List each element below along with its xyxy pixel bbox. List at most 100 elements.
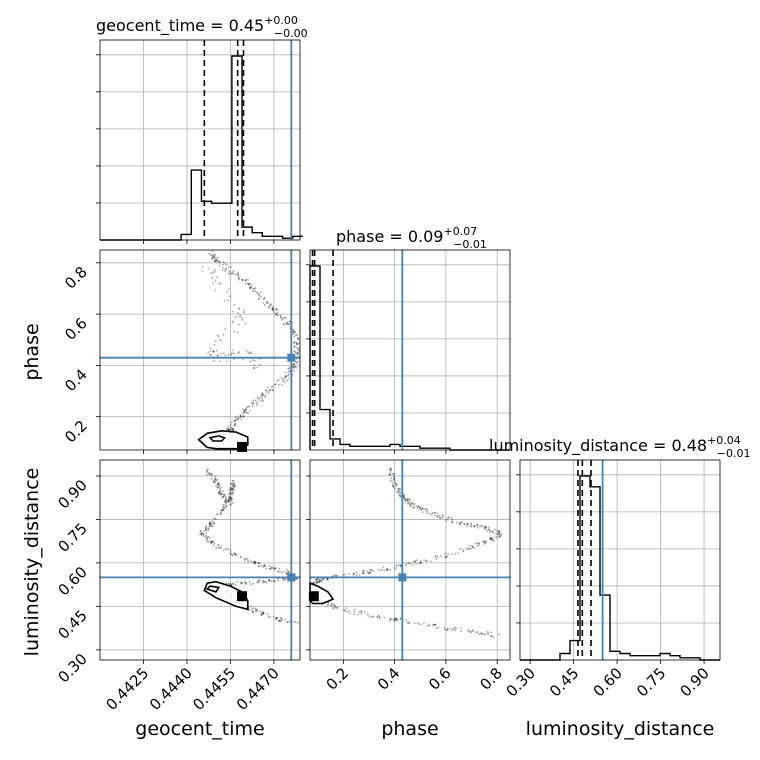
scatter-point (276, 380, 279, 382)
scatter-point (268, 580, 270, 582)
scatter-point (230, 272, 233, 275)
scatter-point (202, 533, 205, 535)
scatter-point (286, 379, 288, 382)
scatter-point (470, 522, 473, 525)
scatter-point (488, 528, 490, 531)
scatter-point (226, 291, 229, 294)
scatter-point (231, 493, 234, 496)
scatter-point (430, 513, 433, 516)
scatter-point (275, 616, 278, 619)
scatter-point (498, 532, 501, 535)
scatter-point (227, 266, 230, 269)
scatter-point (240, 418, 243, 421)
scatter-point (212, 541, 215, 543)
scatter-point (209, 353, 212, 356)
scatter-point (334, 606, 337, 609)
histogram-geocent_time (100, 55, 303, 241)
scatter-point (327, 603, 330, 606)
scatter-point (404, 498, 407, 501)
scatter-point (487, 631, 489, 634)
scatter-point (393, 475, 395, 478)
scatter-point (237, 276, 240, 279)
scatter-point (393, 481, 396, 483)
scatter-point (254, 562, 257, 564)
scatter-point (209, 524, 212, 527)
panel-frame (99, 249, 301, 451)
scatter-point (293, 330, 296, 333)
scatter-point (450, 520, 453, 522)
scatter-point (434, 556, 437, 558)
scatter-point (210, 541, 212, 544)
scatter-point (487, 633, 489, 636)
scatter-point (225, 360, 228, 363)
scatter-point (412, 507, 414, 509)
scatter-point (433, 623, 435, 626)
scatter-point (251, 289, 254, 291)
scatter-point (473, 547, 476, 550)
scatter-point (292, 367, 295, 369)
scatter-point (257, 298, 260, 301)
scatter-point (285, 621, 288, 624)
x-tick-label: 0.2 (323, 664, 353, 694)
scatter-point (261, 393, 264, 396)
scatter-point (233, 316, 236, 319)
scatter-point (483, 526, 485, 529)
scatter-point (229, 496, 232, 499)
scatter-point (417, 505, 420, 507)
scatter-point (224, 500, 227, 503)
scatter-point (471, 546, 474, 549)
scatter-point (386, 568, 388, 571)
scatter-point (210, 523, 213, 526)
scatter-point (248, 282, 251, 285)
scatter-point (397, 487, 400, 490)
scatter-point (390, 477, 393, 480)
scatter-point (240, 581, 243, 584)
scatter-point (231, 479, 234, 482)
scatter-point (211, 256, 214, 259)
scatter-point (441, 516, 444, 519)
scatter-point (224, 501, 227, 504)
scatter-point (468, 548, 470, 550)
scatter-point (220, 509, 223, 511)
scatter-point (243, 409, 246, 412)
scatter-point (451, 518, 454, 520)
scatter-point (256, 396, 259, 399)
scatter-point (386, 568, 389, 571)
scatter-point (466, 523, 468, 526)
scatter-point (231, 487, 234, 490)
scatter-point (251, 405, 254, 407)
scatter-point (393, 479, 396, 482)
scatter-point (217, 544, 220, 547)
scatter-point (295, 343, 298, 345)
scatter-point (264, 565, 266, 567)
scatter-point (246, 282, 248, 285)
scatter-point (489, 536, 492, 539)
scatter-point (393, 566, 396, 569)
scatter-point (225, 505, 228, 508)
scatter-point (254, 563, 256, 565)
scatter-point (248, 283, 251, 286)
scatter-point (267, 616, 270, 618)
scatter-point (489, 531, 491, 534)
injection-marker (287, 573, 296, 582)
scatter-point (211, 258, 214, 260)
scatter-point (208, 523, 211, 526)
scatter-point (344, 573, 346, 576)
scatter-point (212, 517, 215, 519)
scatter-point (392, 485, 394, 487)
scatter-point (249, 409, 251, 412)
scatter-point (247, 559, 250, 561)
scatter-point (219, 490, 222, 493)
scatter-point (233, 483, 236, 486)
scatter-point (250, 284, 253, 286)
scatter-point (262, 611, 264, 613)
scatter-point (252, 611, 255, 614)
scatter-point (213, 257, 216, 260)
scatter-point (399, 617, 402, 620)
scatter-point (367, 615, 370, 617)
scatter-point (393, 472, 395, 475)
scatter-point (295, 578, 298, 581)
scatter-point (454, 629, 457, 632)
scatter-point (260, 291, 262, 293)
scatter-point (292, 342, 295, 344)
